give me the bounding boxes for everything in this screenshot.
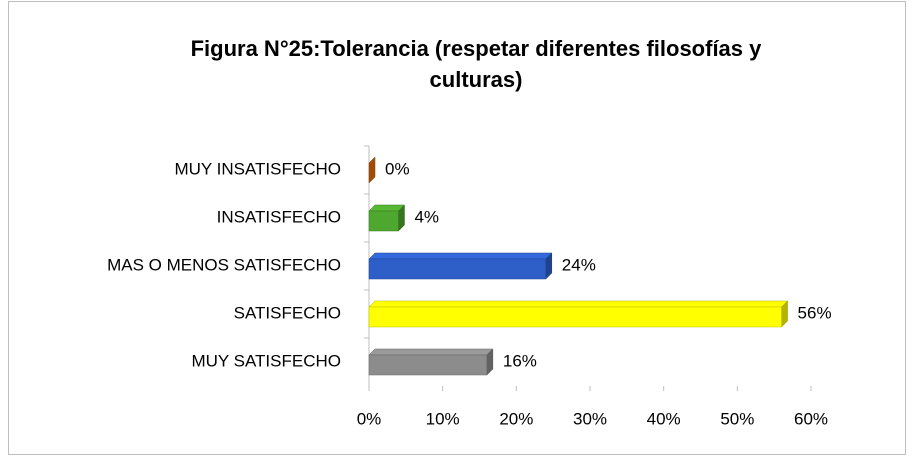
chart-border [8,1,906,455]
value-label: 0% [385,159,410,178]
chart-title: Figura N°25:Tolerancia (respetar diferen… [191,36,763,61]
bar-top [368,348,494,356]
x-tick-label: 40% [647,409,681,428]
value-label: 24% [562,255,596,274]
y-tick-label: MAS O MENOS SATISFECHO [107,255,341,274]
x-tick-label: 0% [357,409,382,428]
bar [368,258,547,280]
bar [368,354,488,376]
x-tick-label: 10% [426,409,460,428]
y-tick-label: SATISFECHO [234,303,341,322]
x-tick-label: 50% [720,409,754,428]
value-label: 56% [798,303,832,322]
y-tick-label: MUY INSATISFECHO [174,159,341,178]
chart-title: culturas) [430,67,523,92]
bar-side [368,156,376,184]
bar-top [368,300,789,308]
x-tick-label: 60% [794,409,828,428]
value-label: 16% [503,351,537,370]
bar [368,210,399,232]
x-tick-label: 30% [573,409,607,428]
value-label: 4% [414,207,439,226]
bar [368,306,782,328]
x-tick-label: 20% [499,409,533,428]
y-tick-label: INSATISFECHO [217,207,341,226]
y-tick-label: MUY SATISFECHO [191,351,341,370]
bar-top [368,252,553,260]
